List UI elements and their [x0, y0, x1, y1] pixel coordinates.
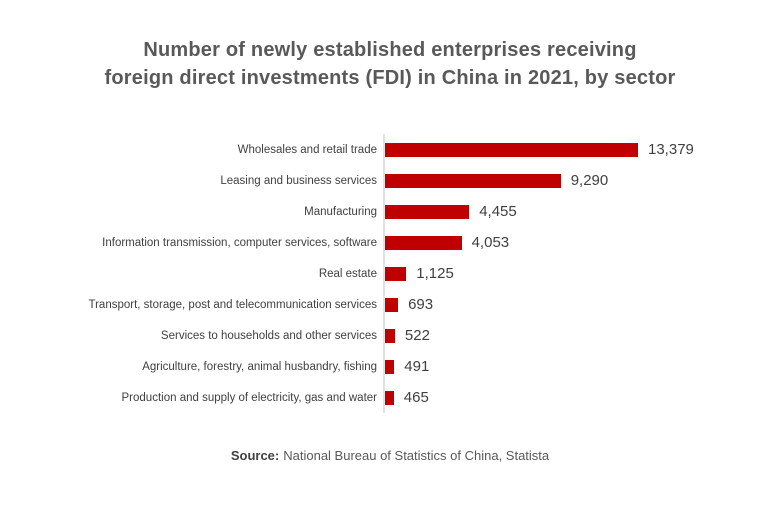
value-label: 522 — [404, 327, 430, 344]
bar — [385, 142, 638, 157]
category-label: Information transmission, computer servi… — [102, 236, 377, 249]
bar — [385, 204, 470, 219]
value-label: 4,455 — [479, 203, 517, 220]
chart-row: Services to households and other service… — [0, 320, 780, 351]
category-label: Manufacturing — [304, 205, 377, 218]
bar — [385, 297, 399, 312]
bar — [385, 328, 395, 343]
value-label: 4,053 — [471, 234, 510, 251]
chart-row: Production and supply of electricity, ga… — [0, 382, 780, 413]
category-label: Real estate — [318, 267, 377, 280]
chart-row: Information transmission, computer servi… — [0, 227, 780, 258]
value-label: 693 — [408, 296, 434, 313]
category-label: Wholesales and retail trade — [237, 143, 377, 156]
bar — [385, 173, 561, 188]
source-note: Source: National Bureau of Statistics of … — [0, 448, 780, 463]
value-label: 1,125 — [416, 265, 454, 282]
value-label: 13,379 — [648, 141, 694, 158]
bar-chart: Wholesales and retail trade 13,379 Leasing… — [0, 134, 780, 413]
bar — [385, 266, 407, 281]
source-text: National Bureau of Statistics of China, … — [283, 448, 550, 463]
value-label: 465 — [403, 389, 429, 406]
chart-row: Transport, storage, post and telecommuni… — [0, 289, 780, 320]
bar — [385, 390, 394, 405]
category-label: Production and supply of electricity, ga… — [121, 391, 377, 404]
category-label: Leasing and business services — [220, 174, 377, 187]
chart-title-line2: foreign direct investments (FDI) in Chin… — [104, 67, 676, 89]
chart-title: Number of newly established enterprises … — [0, 36, 780, 92]
category-axis-line — [383, 134, 385, 413]
chart-row: Manufacturing 4,455 — [0, 196, 780, 227]
bar — [385, 235, 462, 250]
value-label: 491 — [404, 358, 430, 375]
chart-title-line1: Number of newly established enterprises … — [143, 39, 637, 61]
source-label: Source: — [230, 448, 280, 463]
bar — [385, 359, 395, 374]
category-label: Transport, storage, post and telecommuni… — [88, 298, 378, 311]
chart-row: Leasing and business services 9,290 — [0, 165, 780, 196]
chart-row: Wholesales and retail trade 13,379 — [0, 134, 780, 165]
chart-rows: Wholesales and retail trade 13,379 Leasing… — [0, 134, 780, 413]
chart-row: Agriculture, forestry, animal husbandry,… — [0, 351, 780, 382]
category-label: Services to households and other service… — [160, 329, 377, 342]
value-label: 9,290 — [570, 172, 609, 189]
chart-row: Real estate 1,125 — [0, 258, 780, 289]
category-label: Agriculture, forestry, animal husbandry,… — [142, 360, 377, 373]
